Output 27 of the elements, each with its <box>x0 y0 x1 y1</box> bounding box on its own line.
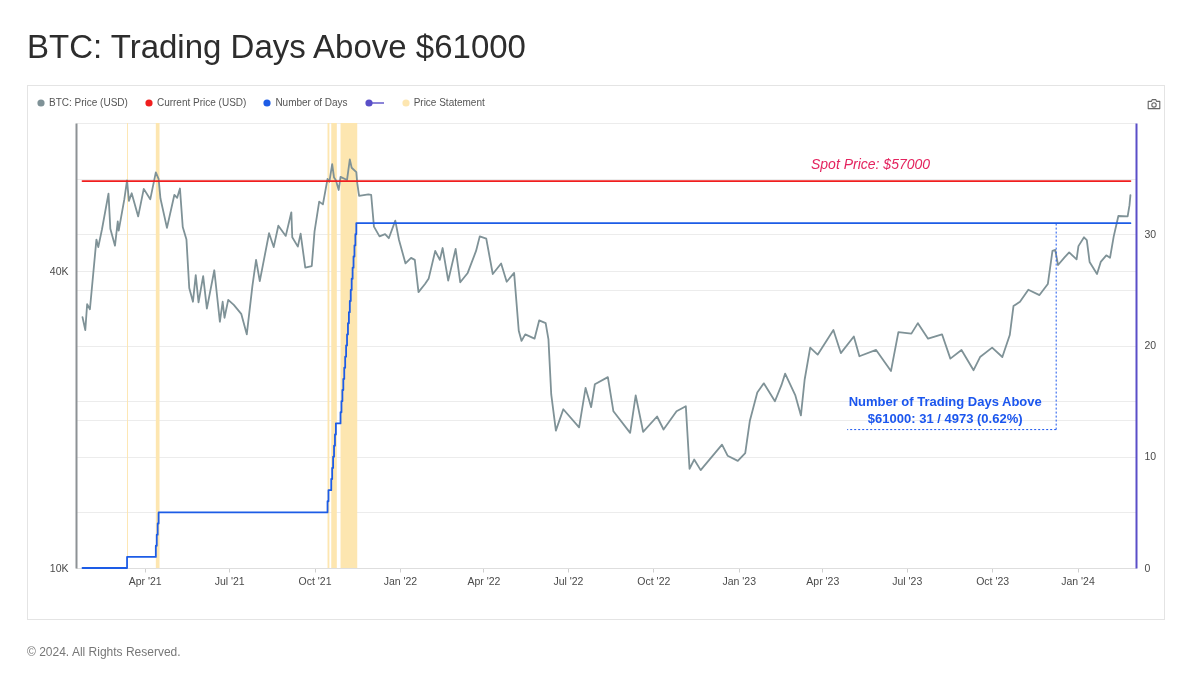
x-tick-label: Oct '22 <box>637 574 671 587</box>
x-tick-label: Oct '23 <box>976 574 1010 587</box>
x-tick-label: Jan '23 <box>722 574 757 587</box>
text: © 2024. All Rights Reserved. <box>27 645 181 659</box>
x-tick-label: Jul '21 <box>214 574 245 587</box>
legend-label: BTC: Price (USD) <box>49 97 128 109</box>
x-tick-label: Apr '22 <box>467 574 501 587</box>
x-tick-label: Jul '23 <box>892 574 923 587</box>
y-tick-label: 10K <box>49 561 69 574</box>
x-tick-label: Apr '21 <box>128 574 162 587</box>
annotation: Number of Trading Days Above $61000: 31 / 4973 (0.62%) <box>848 393 1042 426</box>
x-tick-label: Apr '23 <box>806 574 840 587</box>
legend-label: Price Statement <box>413 97 485 109</box>
x-tick-label: Oct '21 <box>298 574 332 587</box>
y-tick-label: 40K <box>49 264 69 277</box>
legend-label: Current Price (USD) <box>156 97 247 109</box>
y2-tick-label: 30 <box>1144 227 1157 240</box>
legend-label: Number of Days <box>275 97 348 109</box>
y2-tick-label: 10 <box>1144 450 1157 463</box>
y2-tick-label: 0 <box>1144 561 1151 574</box>
x-tick-label: Jan '22 <box>383 574 418 587</box>
y2-tick-label: 20 <box>1144 339 1157 351</box>
x-tick-label: Jul '22 <box>553 574 584 587</box>
line-series <box>81 158 1132 472</box>
chart-title: BTC: Trading Days Above $61000 <box>27 28 526 65</box>
annotation: Spot Price: $57000 <box>810 156 931 173</box>
x-tick-label: Jan '24 <box>1061 574 1095 587</box>
